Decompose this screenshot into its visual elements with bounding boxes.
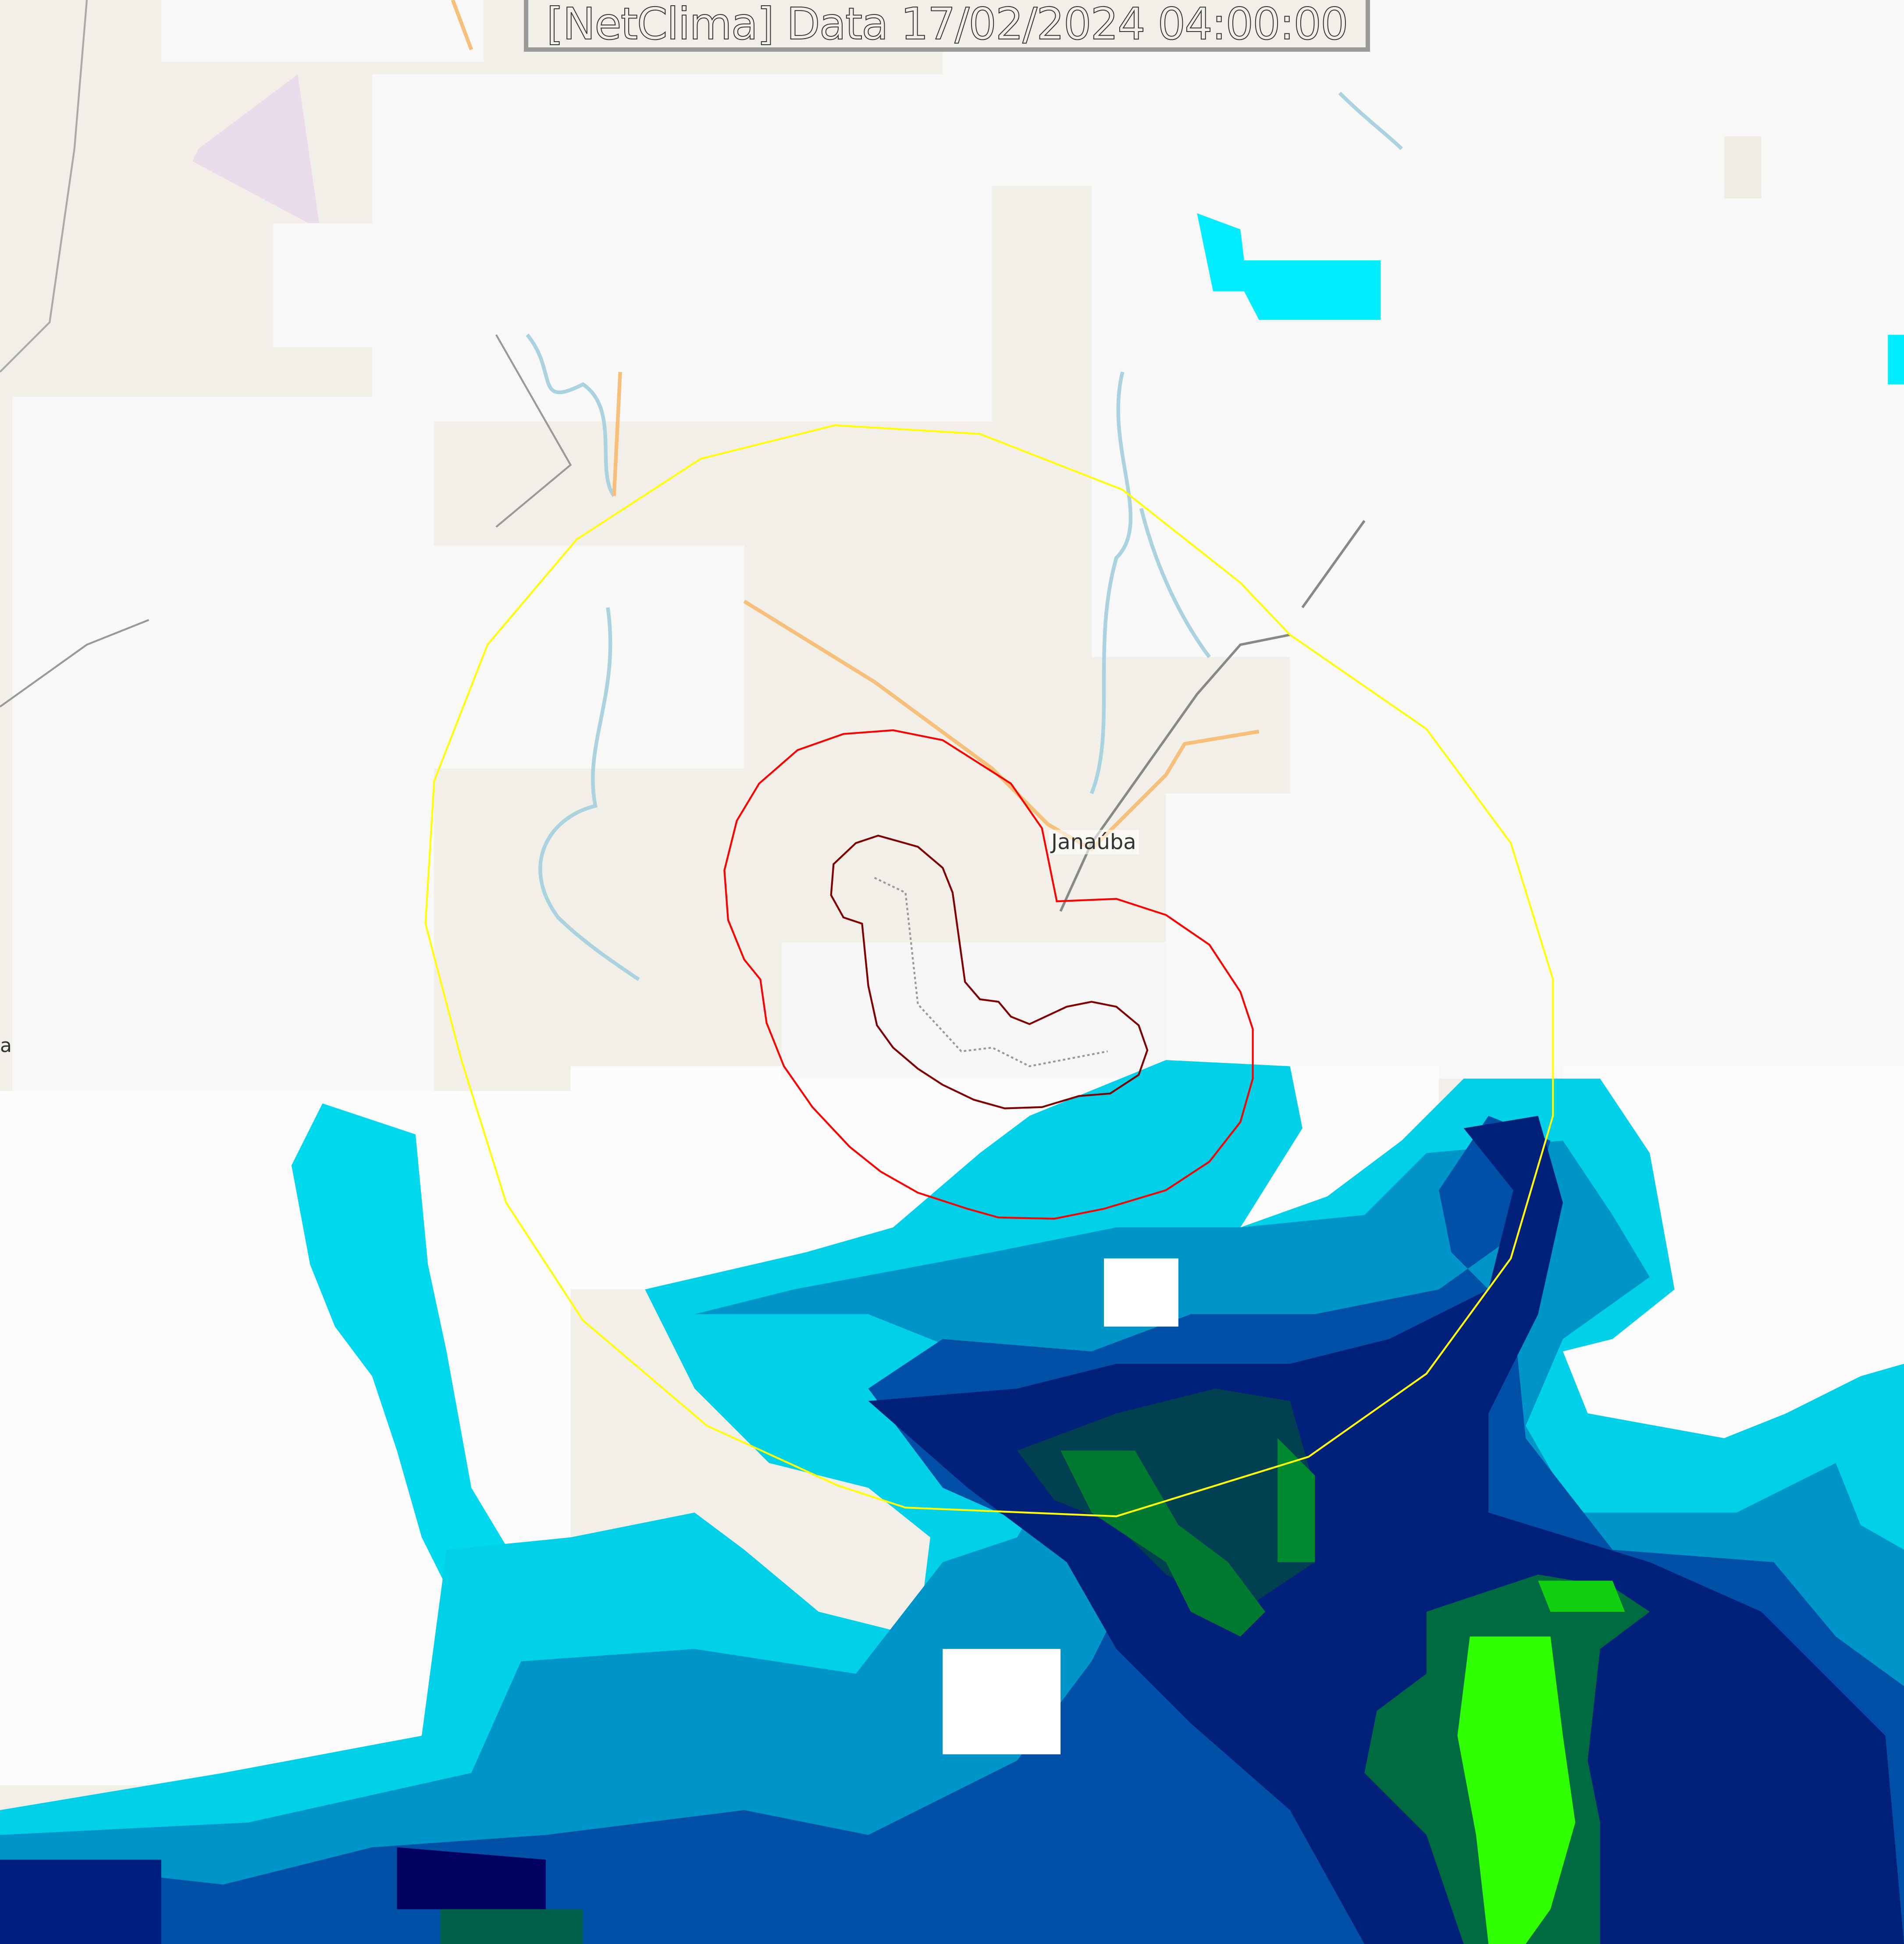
rivers: [526, 92, 1403, 981]
timestamp-title: [NetClima] Data 17/02/2024 04:00:00: [546, 0, 1349, 50]
timestamp-banner: [NetClima] Data 17/02/2024 04:00:00: [524, 0, 1370, 52]
edge-place-label: a: [0, 1034, 12, 1057]
protected-area: [192, 74, 320, 230]
city-label-janauba: Janaúba: [1049, 830, 1139, 854]
range-ring-outer: [424, 424, 1554, 1518]
range-ring-inner: [830, 835, 1149, 1109]
range-ring-mid: [723, 729, 1254, 1220]
radar-echoes: [0, 213, 1904, 1944]
clouds: [0, 0, 1904, 1785]
